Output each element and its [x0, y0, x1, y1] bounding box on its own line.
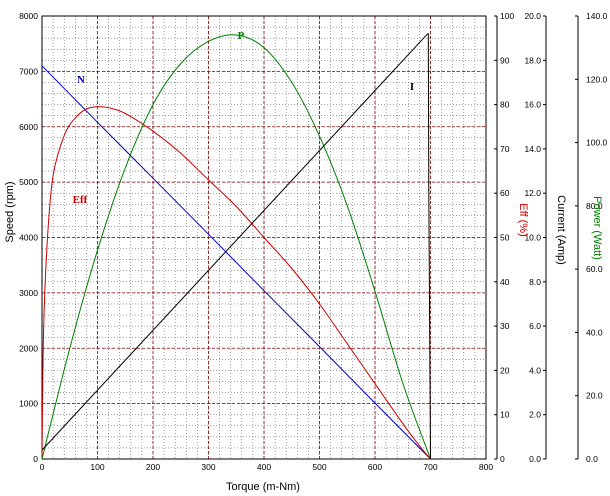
- power-tick-label: 0.0: [586, 454, 598, 464]
- current-tick-label: 4.0: [529, 365, 541, 375]
- eff-tick-label: 60: [500, 188, 510, 198]
- speed-tick-label: 0: [33, 454, 38, 464]
- speed-tick-label: 6000: [19, 122, 38, 132]
- speed-tick-label: 1000: [19, 399, 38, 409]
- current-tick-label: 6.0: [529, 321, 541, 331]
- x-tick-label: 200: [146, 462, 160, 472]
- current-tick-label: 14.0: [524, 144, 541, 154]
- eff-tick-label: 70: [500, 144, 510, 154]
- power-axis-title: Power (Watt): [591, 196, 603, 260]
- series-label-n: N: [77, 74, 85, 86]
- x-tick-label: 600: [368, 462, 382, 472]
- power-tick-label: 80.0: [586, 201, 603, 211]
- series-label-p: P: [238, 30, 245, 42]
- x-axis-title: Torque (m-Nm): [226, 481, 300, 493]
- series-label-eff: Eff: [73, 194, 88, 206]
- series-line-i: [41, 33, 431, 460]
- x-tick-label: 400: [257, 462, 271, 472]
- current-tick-label: 2.0: [529, 410, 541, 420]
- eff-tick-label: 10: [500, 410, 510, 420]
- x-tick-label: 100: [90, 462, 104, 472]
- series-line-p: [41, 34, 431, 460]
- current-tick-label: 16.0: [524, 100, 541, 110]
- eff-axis-title: Eff (%): [517, 203, 529, 236]
- current-tick-label: 20.0: [524, 11, 541, 21]
- eff-tick-label: 30: [500, 321, 510, 331]
- power-tick-label: 40.0: [586, 327, 603, 337]
- speed-tick-label: 3000: [19, 288, 38, 298]
- series-line-n: [41, 65, 431, 460]
- power-tick-label: 60.0: [586, 264, 603, 274]
- x-tick-label: 700: [423, 462, 437, 472]
- power-tick-label: 120.0: [586, 74, 608, 84]
- x-tick-label: 800: [479, 462, 493, 472]
- eff-tick-label: 90: [500, 55, 510, 65]
- series-lines: [41, 33, 431, 460]
- eff-tick-label: 80: [500, 100, 510, 110]
- current-tick-label: 10.0: [524, 233, 541, 243]
- eff-tick-label: 50: [500, 233, 510, 243]
- x-tick-label: 0: [40, 462, 45, 472]
- axes: [41, 15, 579, 460]
- power-tick-label: 20.0: [586, 391, 603, 401]
- speed-axis-title: Speed (rpm): [4, 181, 16, 242]
- x-tick-label: 300: [201, 462, 215, 472]
- speed-tick-label: 8000: [19, 11, 38, 21]
- speed-tick-label: 2000: [19, 343, 38, 353]
- series-line-eff: [41, 106, 431, 460]
- current-tick-label: 0.0: [529, 454, 541, 464]
- speed-tick-label: 7000: [19, 66, 38, 76]
- current-tick-label: 18.0: [524, 55, 541, 65]
- eff-tick-label: 0: [500, 454, 505, 464]
- series-label-i: I: [410, 81, 414, 93]
- speed-tick-label: 4000: [19, 233, 38, 243]
- power-tick-label: 140.0: [586, 11, 608, 21]
- current-axis-title: Current (Amp): [555, 195, 567, 265]
- speed-tick-label: 5000: [19, 177, 38, 187]
- eff-tick-label: 40: [500, 277, 510, 287]
- eff-tick-label: 20: [500, 365, 510, 375]
- x-tick-label: 500: [312, 462, 326, 472]
- current-tick-label: 12.0: [524, 188, 541, 198]
- power-tick-label: 100.0: [586, 138, 608, 148]
- eff-tick-label: 100: [500, 11, 514, 21]
- current-tick-label: 8.0: [529, 277, 541, 287]
- plot-border: [41, 15, 487, 460]
- tick-labels: 0 100 200 300 400 500 600 700 800010002000300040…: [19, 11, 607, 472]
